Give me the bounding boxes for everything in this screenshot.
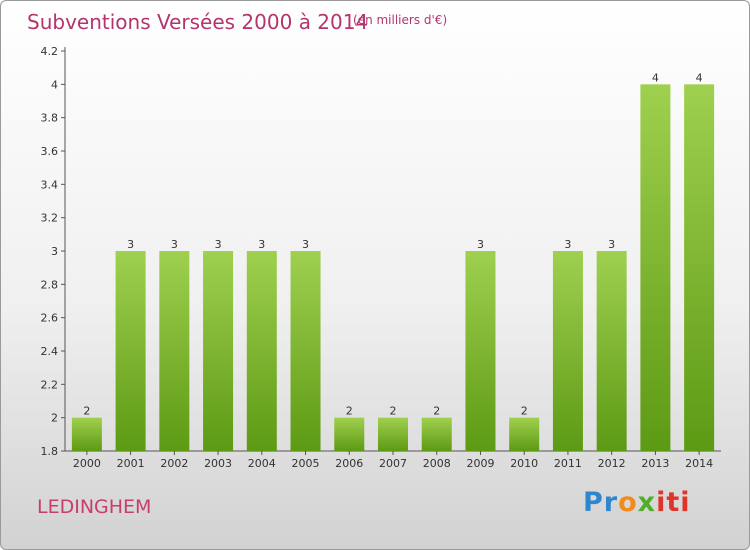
logo-letters-p: Pr (583, 487, 619, 518)
value-label: 4 (696, 71, 703, 84)
y-tick-label: 3 (51, 245, 58, 258)
y-tick-label: 2.2 (41, 378, 59, 391)
y-tick-label: 2.6 (41, 312, 59, 325)
bar-2000 (71, 417, 102, 451)
x-tick-label: 2007 (379, 457, 407, 470)
value-label: 2 (521, 405, 528, 418)
logo-letter-o: o (618, 487, 638, 518)
x-tick-label: 2013 (641, 457, 669, 470)
y-tick-label: 2 (51, 412, 58, 425)
y-tick-label: 2.4 (41, 345, 59, 358)
x-tick-label: 2005 (292, 457, 320, 470)
value-label: 3 (171, 238, 178, 251)
bar-2001 (115, 251, 146, 451)
value-label: 3 (127, 238, 134, 251)
y-tick-label: 2.8 (41, 278, 59, 291)
value-label: 2 (433, 405, 440, 418)
chart-title: Subventions Versées 2000 à 2014 (27, 10, 369, 34)
x-tick-label: 2014 (685, 457, 713, 470)
y-tick-label: 3.2 (41, 212, 59, 225)
bar-2007 (378, 417, 408, 451)
y-tick-label: 1.8 (41, 445, 59, 458)
bar-2009 (465, 251, 496, 451)
logo-letters-iti: iti (656, 487, 691, 518)
bar-2010 (509, 417, 540, 451)
bar-2006 (334, 417, 365, 451)
bar-2005 (290, 251, 321, 451)
bar-2011 (552, 251, 583, 451)
x-tick-label: 2008 (423, 457, 451, 470)
proxiti-logo[interactable]: Proxiti (583, 487, 691, 518)
town-name: LEDINGHEM (37, 496, 152, 518)
bar-2003 (203, 251, 234, 451)
bar-2004 (246, 251, 277, 451)
value-label: 2 (390, 405, 397, 418)
bar-2008 (421, 417, 452, 451)
x-tick-label: 2001 (117, 457, 145, 470)
value-label: 2 (83, 405, 90, 418)
chart-unit: (en milliers d'€) (353, 13, 448, 27)
labels: 1.8 2 2.2 2.4 2.6 2.8 3 3.2 3.4 3.6 3.8 4 4.2 2000 2 20… (41, 45, 714, 470)
value-label: 3 (608, 238, 615, 251)
value-label: 2 (346, 405, 353, 418)
bar-2014 (684, 84, 715, 451)
logo-letter-x: x (637, 487, 657, 518)
y-tick-label: 3.4 (41, 178, 59, 191)
x-tick-label: 2002 (160, 457, 188, 470)
x-tick-label: 2012 (598, 457, 626, 470)
bars (71, 84, 715, 451)
x-tick-label: 2006 (335, 457, 363, 470)
y-tick-label: 4.2 (41, 45, 59, 58)
bar-2013 (640, 84, 671, 451)
value-label: 3 (258, 238, 265, 251)
value-label: 3 (215, 238, 222, 251)
y-tick-label: 4 (51, 78, 58, 91)
x-tick-label: 2011 (554, 457, 582, 470)
y-tick-label: 3.6 (41, 145, 59, 158)
bar-2002 (159, 251, 190, 451)
x-tick-label: 2009 (466, 457, 494, 470)
value-label: 3 (302, 238, 309, 251)
x-tick-label: 2010 (510, 457, 538, 470)
x-tick-label: 2000 (73, 457, 101, 470)
bar-2012 (596, 251, 627, 451)
y-tick-label: 3.8 (41, 112, 59, 125)
value-label: 3 (477, 238, 484, 251)
x-tick-label: 2004 (248, 457, 276, 470)
x-tick-label: 2003 (204, 457, 232, 470)
value-label: 3 (564, 238, 571, 251)
value-label: 4 (652, 71, 659, 84)
